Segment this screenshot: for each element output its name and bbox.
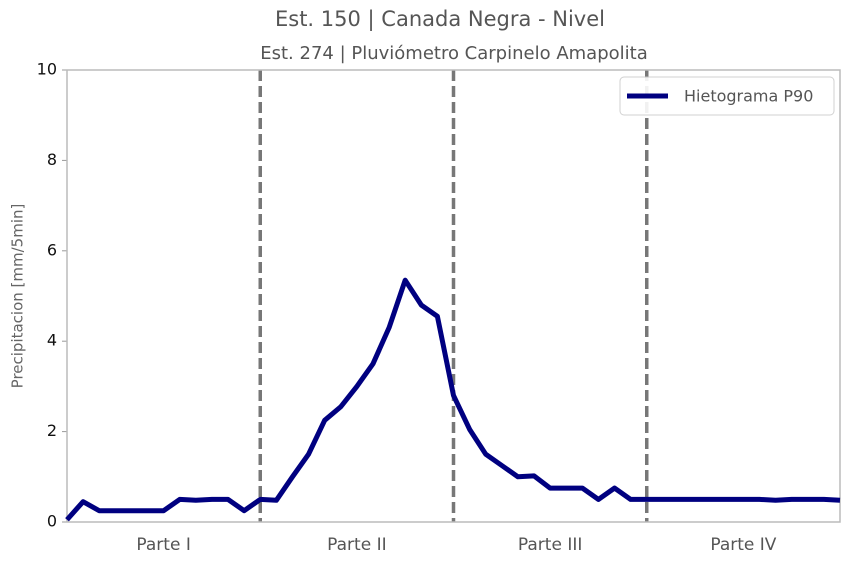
plot-frame: [66, 69, 841, 523]
chart-subtitle: Est. 274 | Pluviómetro Carpinelo Amapoli…: [260, 43, 648, 64]
data-line: [65, 277, 841, 522]
y-axis-label: Precipitacion [mm/5min]: [9, 204, 27, 389]
y-tick-label: 0: [47, 512, 57, 531]
x-tick-label: Parte III: [518, 535, 582, 555]
y-tick-label: 6: [47, 240, 57, 259]
y-tick-label: 2: [47, 421, 57, 440]
chart-title: Est. 150 | Canada Negra - Nivel: [275, 7, 605, 32]
legend-box: [619, 76, 835, 116]
legend-label: Hietograma P90: [684, 87, 813, 106]
x-tick-label: Parte I: [136, 535, 190, 555]
y-tick-label: 8: [47, 150, 57, 169]
y-tick-label: 10: [37, 60, 57, 79]
y-tick-label: 4: [47, 331, 57, 350]
x-tick-label: Parte IV: [710, 535, 776, 555]
x-tick-label: Parte II: [327, 535, 386, 555]
